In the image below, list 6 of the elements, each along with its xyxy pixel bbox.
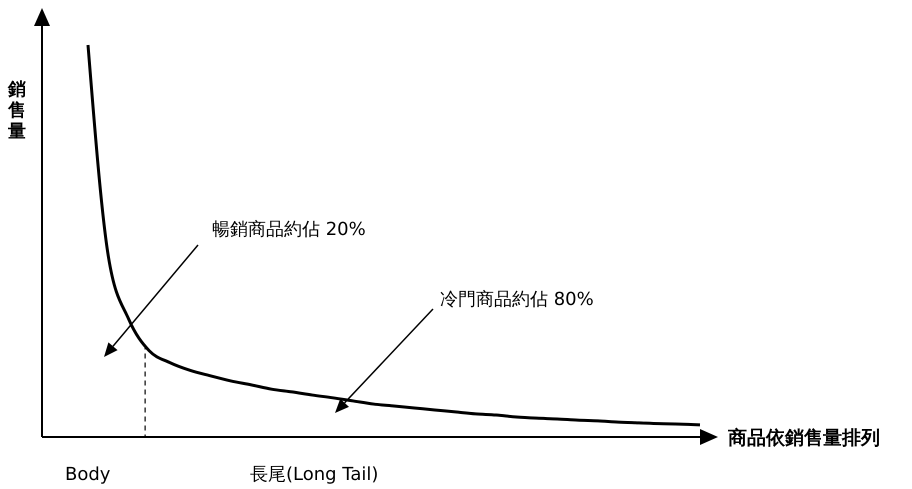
x-axis-title: 商品依銷售量排列 — [727, 427, 880, 449]
annotation: 暢銷商品約佔 20% — [212, 219, 366, 240]
text: 長尾(Long Tail) — [250, 464, 378, 485]
y-axis-title: 銷售量 — [7, 79, 26, 142]
annotation: 冷門商品約佔 80% — [440, 289, 594, 310]
text: Body — [65, 464, 111, 485]
